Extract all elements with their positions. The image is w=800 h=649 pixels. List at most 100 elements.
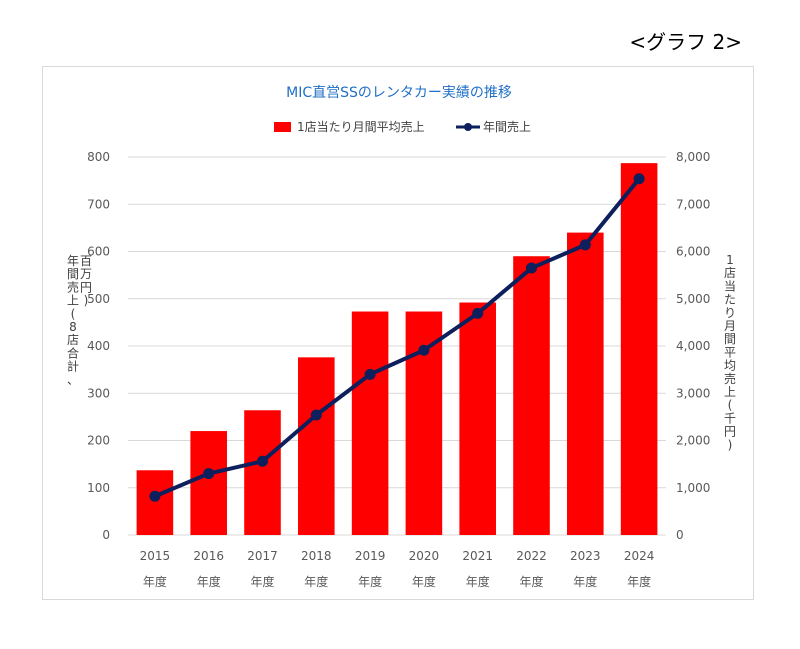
right-axis-title: 1店当たり月間平均売上(千円): [724, 253, 736, 452]
right-axis-title-char: 上: [724, 385, 736, 399]
right-axis-title-char: 売: [724, 371, 736, 386]
line-point: [579, 239, 591, 251]
left-axis-title-char: 、: [67, 373, 79, 387]
left-tick-label: 400: [87, 339, 110, 353]
legend-line-marker: [464, 123, 472, 131]
x-tick-suffix: 年度: [143, 574, 167, 589]
bar: [513, 256, 550, 535]
x-tick-label: 2022: [516, 549, 547, 563]
left-axis-title-char: 合: [67, 345, 79, 360]
right-tick-label: 0: [676, 528, 684, 542]
x-tick-suffix: 年度: [466, 574, 490, 589]
left-tick-label: 100: [87, 481, 110, 495]
left-axis-title-char: 年: [67, 254, 79, 268]
right-axis-title-char: ): [728, 438, 733, 452]
legend-bar-label: 1店当たり月間平均売上: [297, 119, 425, 134]
right-axis-title-char: た: [724, 293, 736, 307]
bar: [459, 302, 496, 535]
line-point: [203, 468, 215, 480]
x-tick-suffix: 年度: [412, 574, 436, 589]
line-point: [526, 262, 537, 274]
right-tick-label: 6,000: [676, 245, 710, 259]
left-tick-label: 500: [87, 292, 110, 306]
right-axis-title-char: 1: [726, 253, 734, 267]
left-axis-title-char: 百: [80, 254, 92, 268]
bar: [190, 431, 227, 535]
left-tick-label: 200: [87, 434, 110, 448]
left-axis-title-char: (: [71, 307, 76, 321]
right-axis-title-char: 月: [724, 319, 736, 333]
left-axis-title-char: ): [84, 294, 89, 308]
left-axis-title-char: 計: [67, 359, 79, 374]
line-point: [310, 409, 322, 421]
line-series: [149, 173, 645, 502]
x-tick-suffix: 年度: [519, 574, 543, 589]
bar: [567, 232, 604, 535]
x-tick-label: 2016: [193, 549, 224, 563]
legend: 1店当たり月間平均売上 年間売上: [274, 119, 531, 134]
left-axis-title-char: 万: [80, 267, 92, 281]
x-tick-label: 2018: [301, 549, 332, 563]
x-tick-label: 2020: [409, 549, 440, 563]
x-tick-suffix: 年度: [627, 574, 651, 589]
left-axis-title-char: 間: [67, 267, 79, 281]
x-tick-suffix: 年度: [250, 574, 274, 589]
right-axis-title-char: 平: [724, 345, 736, 359]
right-tick-label: 4,000: [676, 339, 710, 353]
line-point: [633, 173, 645, 185]
right-axis-ticks: 0 1,000 2,000 3,000 4,000 5,000 6,000 7,000 8,00…: [676, 150, 710, 542]
right-tick-label: 7,000: [676, 197, 710, 211]
right-axis-title-char: 千: [724, 411, 736, 425]
line-point: [472, 307, 484, 319]
x-tick-label: 2017: [247, 549, 278, 563]
left-tick-label: 300: [87, 386, 110, 400]
bar: [351, 311, 389, 535]
left-axis-title-char: 店: [67, 333, 79, 347]
line-point: [257, 455, 268, 467]
x-tick-label: 2015: [140, 549, 171, 563]
bar: [136, 470, 174, 535]
x-tick-suffix: 年度: [197, 574, 221, 589]
right-tick-label: 8,000: [676, 150, 710, 164]
right-tick-label: 5,000: [676, 292, 710, 306]
right-tick-label: 2,000: [676, 434, 710, 448]
graph-number-label: <グラフ 2>: [629, 30, 742, 54]
left-axis-title-char: 円: [80, 280, 92, 294]
combo-chart: MIC直営SSのレンタカー実績の推移 1店当たり月間平均売上 年間売上 0100…: [67, 84, 736, 589]
right-axis-title-char: 均: [724, 359, 736, 373]
bar: [244, 410, 281, 535]
line-point: [418, 344, 430, 356]
right-axis-title-char: り: [724, 306, 736, 320]
chart-container: MIC直営SSのレンタカー実績の推移 1店当たり月間平均売上 年間売上 0 100…: [42, 66, 754, 600]
legend-bar-swatch: [274, 122, 291, 132]
left-axis-ticks: 0 100 200 300 400 500 600 700 800: [87, 150, 110, 542]
x-tick-label: 2019: [355, 549, 386, 563]
right-tick-label: 1,000: [676, 481, 710, 495]
left-axis-title-char: 上: [67, 294, 79, 308]
chart-title: MIC直営SSのレンタカー実績の推移: [286, 84, 512, 101]
x-tick-suffix: 年度: [304, 574, 328, 589]
x-axis-ticks: 2015 年度 2016 年度 2017 年度 2018 年度 2019 年度 2020 年度 2021…: [140, 549, 655, 589]
line-point: [364, 368, 376, 380]
left-tick-label: 0: [102, 528, 110, 542]
x-tick-label: 2021: [462, 549, 493, 563]
x-tick-label: 2023: [570, 549, 601, 563]
right-axis-title-char: 間: [724, 332, 736, 346]
line-point: [149, 490, 161, 502]
left-axis-title-char: 8: [69, 320, 77, 334]
x-tick-suffix: 年度: [358, 574, 382, 589]
bar: [620, 163, 658, 535]
right-axis-title-char: 店: [724, 266, 736, 280]
bar: [298, 357, 335, 535]
x-tick-suffix: 年度: [573, 574, 597, 589]
bar-series: [136, 163, 658, 535]
x-tick-label: 2024: [624, 549, 655, 563]
series-line: [154, 177, 641, 499]
right-axis-title-char: 当: [724, 279, 736, 293]
right-axis-title-char: 円: [724, 425, 736, 439]
left-tick-label: 600: [87, 245, 110, 259]
legend-line-label: 年間売上: [483, 119, 531, 134]
left-axis-title-char: 売: [67, 279, 79, 294]
right-tick-label: 3,000: [676, 386, 710, 400]
